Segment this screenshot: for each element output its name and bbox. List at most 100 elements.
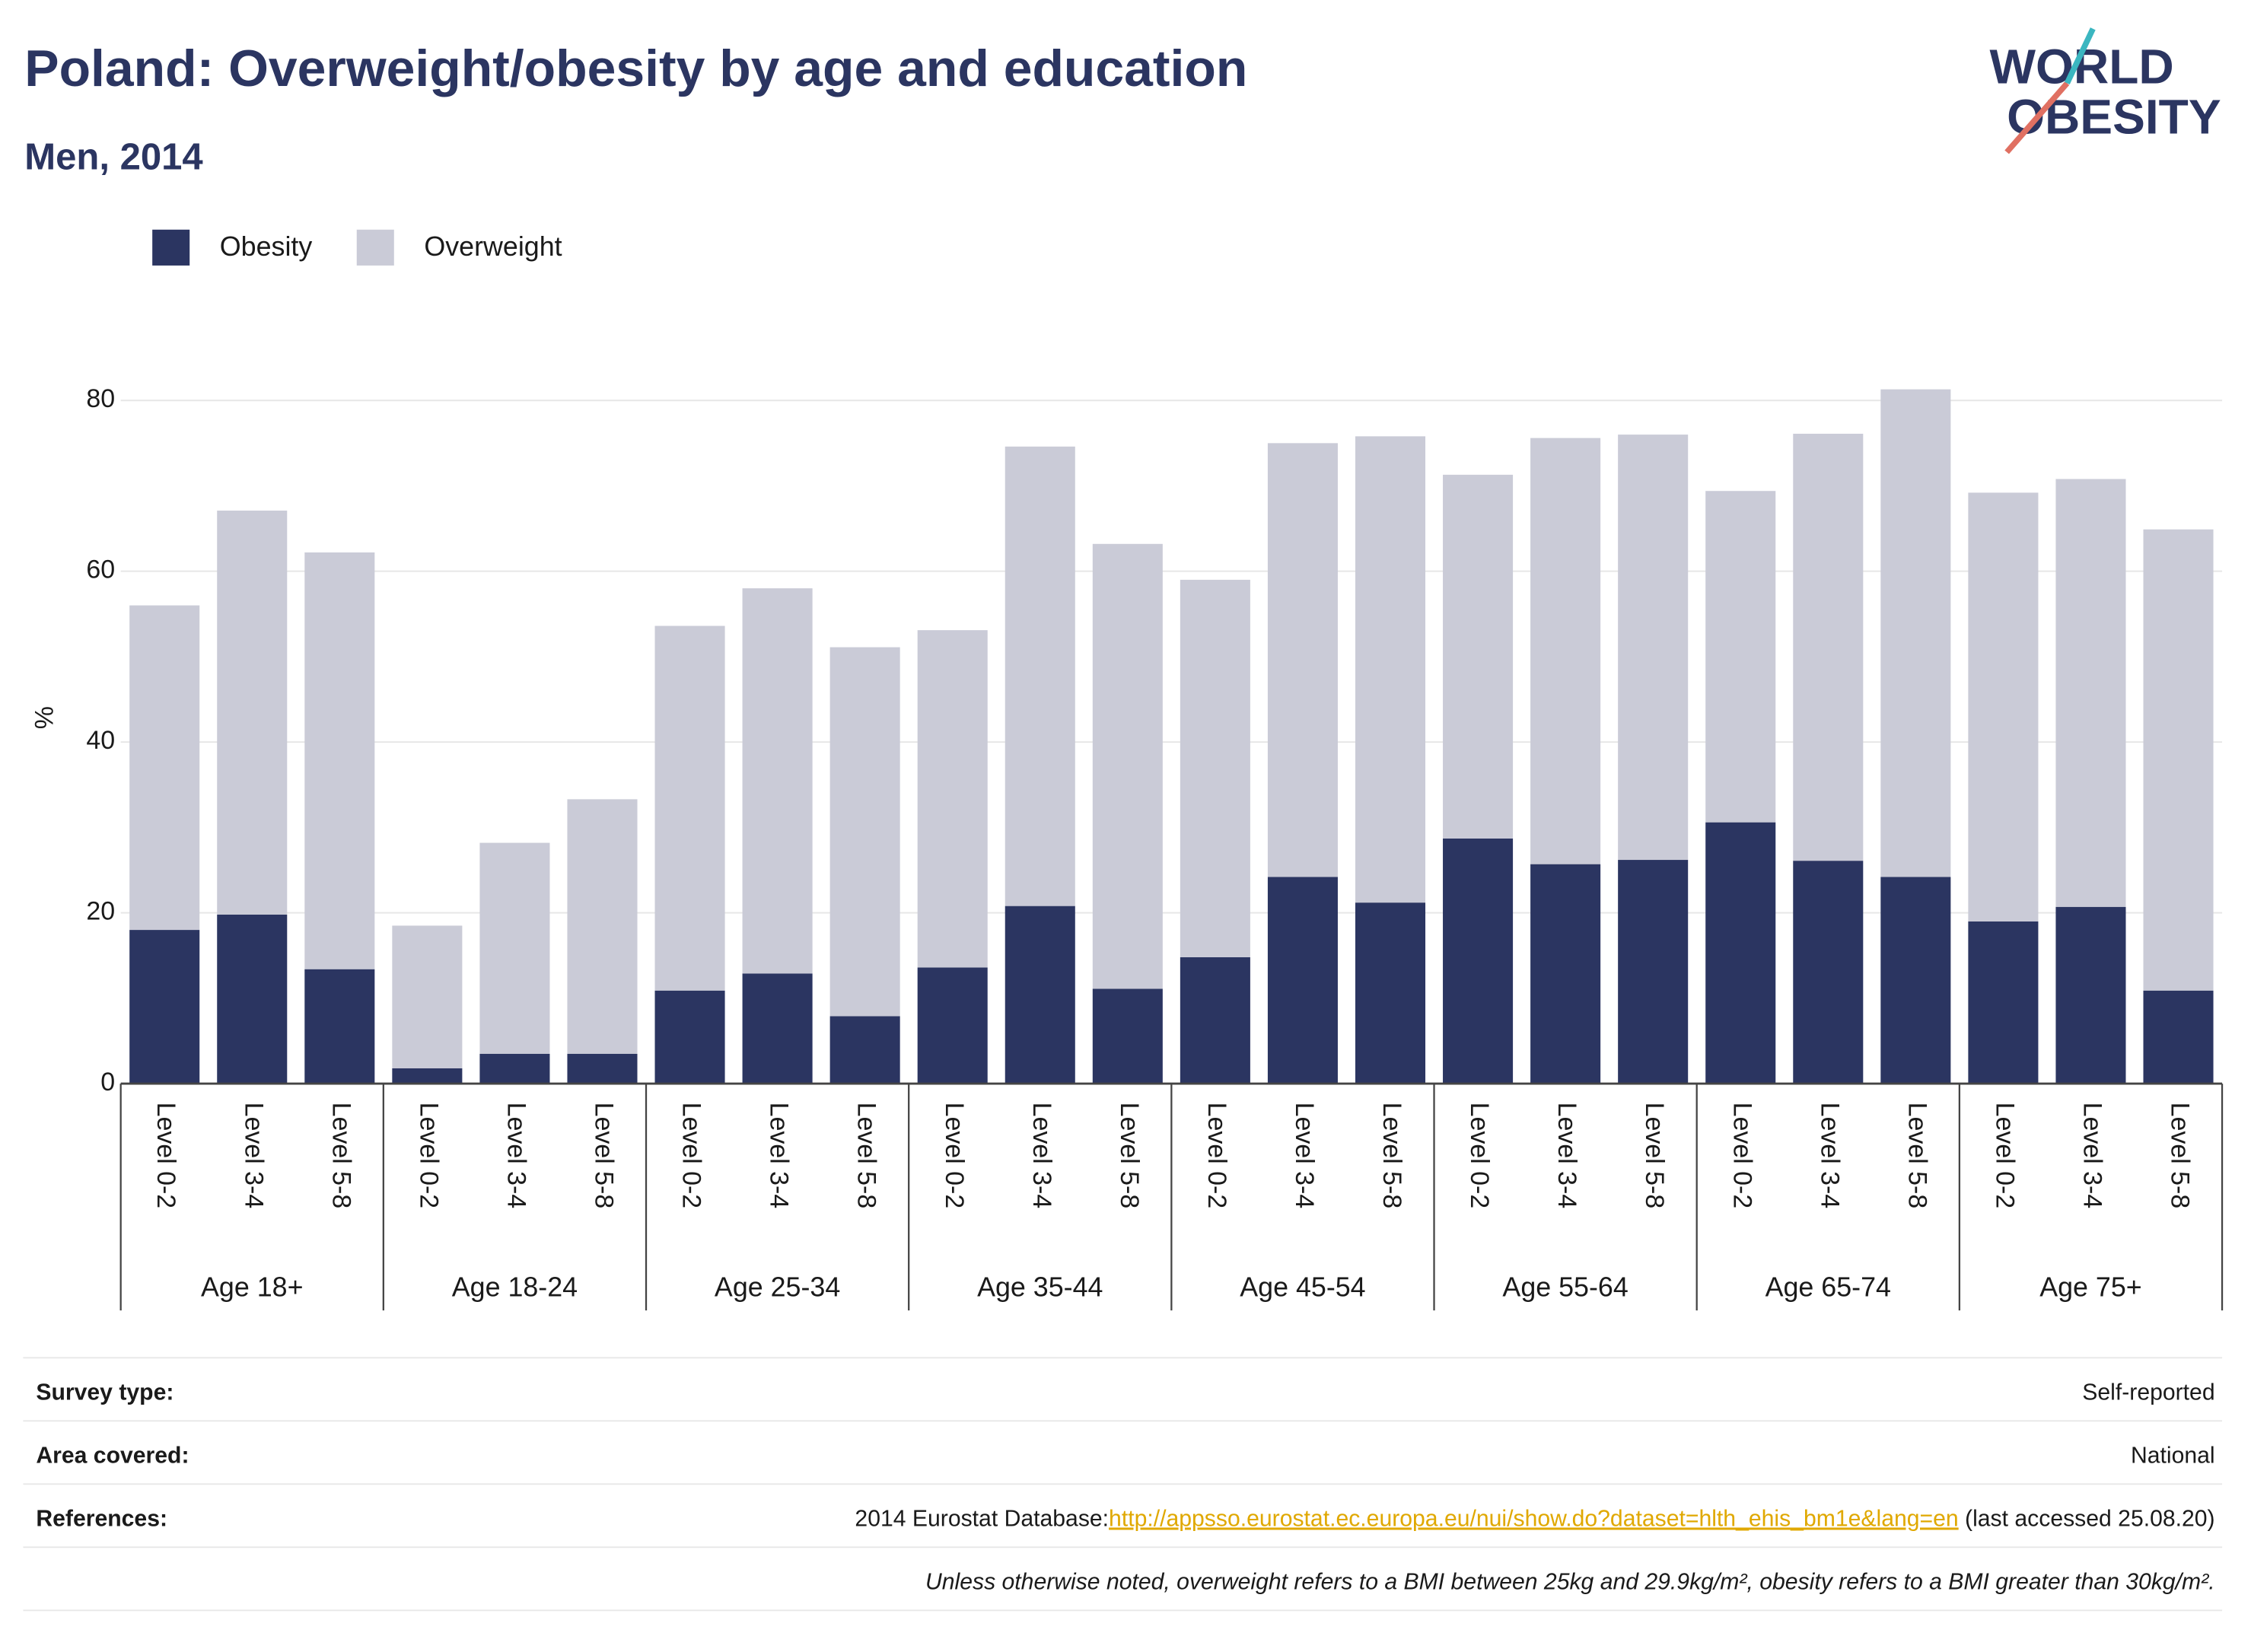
logo-text: OBESITY (2007, 89, 2221, 144)
x-tick-label: Level 0-2 (940, 1103, 969, 1209)
bar-segment (1092, 543, 1163, 989)
bar-segment (1180, 579, 1250, 957)
x-tick-label: Level 0-2 (414, 1103, 443, 1209)
x-tick-label: Level 3-4 (1027, 1103, 1056, 1209)
footer-value: Self-reported (2082, 1380, 2214, 1405)
reference-prefix: 2014 Eurostat Database: (855, 1506, 1109, 1531)
bar-segment (1880, 877, 1951, 1084)
bar-segment (1968, 921, 2039, 1084)
bar-segment (1705, 491, 1776, 823)
bar-segment (829, 1016, 900, 1084)
y-axis-label: % (30, 706, 59, 729)
y-tick-label: 80 (86, 384, 115, 413)
bar-segment (1793, 861, 1864, 1084)
bar-segment (1793, 434, 1864, 861)
bar-segment (1618, 434, 1689, 861)
logo-stroke (2004, 81, 2070, 154)
x-tick-label: Level 0-2 (677, 1103, 706, 1209)
reference-link[interactable]: http://appsso.eurostat.ec.europa.eu/nui/… (1109, 1506, 1959, 1531)
bar-segment (1005, 446, 1075, 906)
bar-segment (479, 1053, 550, 1084)
x-tick-label: Level 3-4 (501, 1103, 530, 1209)
bar-segment (304, 969, 375, 1084)
footer-value: 2014 Eurostat Database:http://appsso.eur… (855, 1506, 2214, 1531)
bar-segment (567, 1053, 638, 1084)
group-label: Age 55-64 (1502, 1272, 1628, 1302)
y-tick-label: 0 (100, 1068, 115, 1097)
x-tick-label: Level 5-8 (590, 1103, 619, 1209)
legend-label: Overweight (424, 231, 562, 262)
bar-segment (129, 605, 200, 931)
bar-segment (1530, 864, 1601, 1084)
chart-subtitle: Men, 2014 (24, 137, 202, 178)
x-tick-label: Level 5-8 (2166, 1103, 2195, 1209)
bar-segment (392, 925, 463, 1068)
bar-segment (479, 842, 550, 1054)
x-tick-label: Level 5-8 (326, 1103, 355, 1209)
bar-segment (1092, 988, 1163, 1084)
group-label: Age 65-74 (1765, 1272, 1891, 1302)
y-tick-label: 20 (86, 897, 115, 926)
group-label: Age 18+ (201, 1272, 303, 1302)
bar-segment (304, 552, 375, 969)
x-tick-label: Level 5-8 (852, 1103, 881, 1209)
x-tick-label: Level 5-8 (1640, 1103, 1669, 1209)
bar-segment (1880, 389, 1951, 877)
bar-segment (1968, 492, 2039, 921)
legend-swatch (356, 229, 394, 266)
chart-title: Poland: Overweight/obesity by age and ed… (24, 40, 1247, 97)
bar-segment (829, 647, 900, 1017)
x-tick-label: Level 0-2 (151, 1103, 180, 1209)
bar-segment (1443, 474, 1514, 839)
x-tick-label: Level 3-4 (239, 1103, 268, 1209)
bar-segment (2143, 529, 2214, 991)
group-label: Age 18-24 (452, 1272, 578, 1302)
bar-segment (1267, 877, 1338, 1084)
group-label: Age 35-44 (977, 1272, 1103, 1302)
footer-label: Survey type: (36, 1380, 174, 1405)
group-label: Age 45-54 (1240, 1272, 1365, 1302)
bar-segment (917, 967, 988, 1084)
x-tick-label: Level 3-4 (1290, 1103, 1319, 1209)
group-label: Age 75+ (2039, 1272, 2141, 1302)
x-tick-label: Level 3-4 (2077, 1103, 2106, 1209)
group-label: Age 25-34 (715, 1272, 840, 1302)
footer-note: Unless otherwise noted, overweight refer… (925, 1569, 2215, 1594)
bar-segment (654, 990, 725, 1084)
legend-label: Obesity (220, 231, 313, 262)
x-tick-label: Level 5-8 (1115, 1103, 1144, 1209)
bar-segment (1267, 443, 1338, 877)
bar-segment (1180, 957, 1250, 1084)
bar-segment (654, 625, 725, 991)
y-tick-label: 60 (86, 555, 115, 584)
bar-segment (2055, 906, 2126, 1084)
footer-label: References: (36, 1506, 167, 1531)
reference-suffix: (last accessed 25.08.20) (1959, 1506, 2215, 1531)
x-tick-label: Level 0-2 (1727, 1103, 1756, 1209)
bar-segment (1355, 436, 1426, 903)
bar-segment (1355, 902, 1426, 1084)
legend-swatch (152, 229, 190, 266)
x-tick-label: Level 5-8 (1377, 1103, 1406, 1209)
bar-segment (217, 914, 288, 1084)
x-tick-label: Level 3-4 (1815, 1103, 1844, 1209)
footer-value: National (2131, 1443, 2215, 1468)
bar-segment (567, 799, 638, 1054)
bar-segment (1005, 906, 1075, 1084)
bar-segment (917, 630, 988, 968)
bar-segment (129, 930, 200, 1084)
bar-segment (2055, 479, 2126, 907)
y-tick-label: 40 (86, 726, 115, 755)
bar-segment (1443, 838, 1514, 1084)
x-tick-label: Level 3-4 (765, 1103, 794, 1209)
x-tick-label: Level 3-4 (1552, 1103, 1581, 1209)
x-tick-label: Level 0-2 (1990, 1103, 2019, 1209)
bar-segment (1618, 860, 1689, 1084)
x-tick-label: Level 0-2 (1202, 1103, 1231, 1209)
bar-segment (742, 588, 813, 974)
bar-segment (217, 511, 288, 915)
bar-segment (742, 973, 813, 1084)
x-tick-label: Level 0-2 (1465, 1103, 1494, 1209)
